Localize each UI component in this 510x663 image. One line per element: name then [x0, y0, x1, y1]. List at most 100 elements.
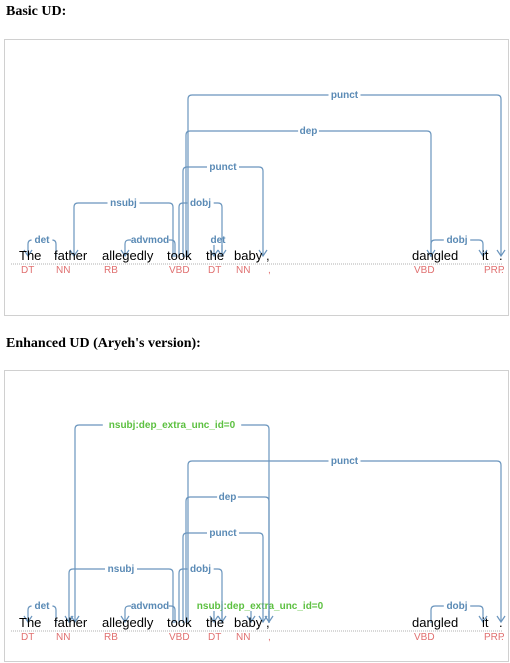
token-word: father [54, 248, 88, 263]
token-word: The [19, 615, 41, 630]
token-pos-tag: RB [104, 632, 118, 643]
arc-label-bg [187, 197, 214, 208]
arc-label-bg [131, 600, 169, 611]
arc-label-bg [31, 234, 53, 245]
arc-label-bg [207, 527, 239, 538]
arc-label: nsubj:dep_extra_unc_id=0 [109, 420, 236, 431]
arc-label: punct [209, 528, 237, 539]
arc-label: advmod [131, 601, 169, 612]
arc-label: dobj [190, 564, 211, 575]
arc-path [187, 94, 502, 257]
token-word: dangled [412, 615, 458, 630]
dependency-arc: advmod [120, 600, 176, 624]
token-word: , [266, 248, 270, 263]
arc-label-bg [443, 600, 471, 611]
arc-arrowhead-icon [246, 615, 256, 624]
arc-arrowhead-icon [23, 615, 33, 624]
arc-arrowhead-icon [217, 249, 227, 258]
arc-arrowhead-icon [70, 615, 80, 624]
dependency-arc: det [23, 600, 57, 624]
arc-label: punct [331, 90, 359, 101]
token-word: , [266, 615, 270, 630]
arc-label-bg [328, 89, 361, 100]
arc-arrowhead-icon [258, 249, 268, 258]
dependency-arc: nsubj [69, 197, 174, 258]
arc-label-bg [31, 600, 53, 611]
dependency-arc: punct [187, 455, 506, 624]
token-word: baby [234, 248, 263, 263]
arc-label: nsubj:dep_extra_unc_id=0 [197, 601, 324, 612]
token-pos-tag: , [268, 632, 271, 643]
token-word: it [482, 248, 489, 263]
token-word: took [167, 248, 192, 263]
arc-label: dep [219, 492, 237, 503]
token-word: The [19, 248, 41, 263]
arc-label: nsubj [110, 198, 137, 209]
dependency-arc: det [23, 234, 57, 258]
arc-label-bg [217, 491, 238, 502]
dependency-arc: dobj [178, 197, 227, 258]
token-word: it [482, 615, 489, 630]
arc-label-bg [207, 161, 239, 172]
token-pos-tag: NN [56, 265, 70, 276]
dependency-arc: punct [182, 161, 268, 258]
enhanced-ud-panel: detadvmoddetnsubj:dep_extra_unc_id=0dobj… [4, 370, 509, 662]
arc-label-bg [443, 234, 471, 245]
token-pos-tag: NN [56, 632, 70, 643]
arc-label-bg [190, 600, 330, 611]
basic-ud-heading: Basic UD: [6, 4, 67, 19]
token-pos-tag: VBD [169, 265, 190, 276]
token-pos-tag: DT [21, 265, 34, 276]
token-word: baby [234, 615, 263, 630]
arc-label: det [35, 235, 51, 246]
token-word: allegedly [102, 615, 154, 630]
arc-label: punct [331, 456, 359, 467]
dependency-arc: advmod [120, 234, 176, 258]
arc-label-bg [102, 419, 242, 430]
basic-ud-panel: det advmod det dobj nsubj dobj punct dep punct Th… [4, 39, 509, 316]
arc-label: det [211, 235, 227, 246]
arc-arrowhead-icon [120, 615, 130, 624]
token-word: dangled [412, 248, 458, 263]
arc-label-bg [107, 197, 140, 208]
arc-label-bg [105, 563, 137, 574]
arc-path [187, 460, 502, 623]
token-pos-tag: DT [208, 632, 221, 643]
arc-label-bg [131, 234, 169, 245]
basic-ud-dependency-graph: det advmod det dobj nsubj dobj punct dep punct Th… [11, 89, 506, 276]
token-pos-tag: VBD [169, 632, 190, 643]
dependency-arc: dep [185, 125, 436, 258]
token-pos-tag: VBD [414, 265, 435, 276]
enhanced-ud-heading: Enhanced UD (Aryeh's version): [6, 336, 201, 351]
token-pos-tag: VBD [414, 632, 435, 643]
token-pos-tag: DT [21, 632, 34, 643]
token-pos-tag: , [268, 265, 271, 276]
arc-label-bg [298, 125, 319, 136]
dependency-arc: nsubj:dep_extra_unc_id=0 [70, 419, 270, 624]
token-word: the [206, 248, 224, 263]
arc-label: dobj [446, 601, 467, 612]
arc-arrowhead-icon [496, 615, 506, 624]
arc-label: advmod [131, 235, 169, 246]
dependency-arc: dobj [430, 600, 488, 624]
token-pos-tag: NN [236, 632, 250, 643]
token-word: . [499, 248, 503, 263]
token-pos-tag: NN [236, 265, 250, 276]
arc-label-bg [187, 563, 214, 574]
arc-arrowhead-icon [209, 615, 219, 624]
token-word: took [167, 615, 192, 630]
arc-path [74, 424, 270, 623]
arc-arrowhead-icon [426, 249, 436, 258]
token-word: the [206, 615, 224, 630]
arc-label: det [35, 601, 51, 612]
token-pos-tag: DT [208, 265, 221, 276]
dependency-arc: punct [187, 89, 506, 258]
arc-arrowhead-icon [217, 615, 227, 624]
token-pos-tag: PRP [484, 632, 505, 643]
arc-label: punct [209, 162, 237, 173]
arc-arrowhead-icon [120, 249, 130, 258]
token-word: allegedly [102, 248, 154, 263]
arc-arrowhead-icon [209, 249, 219, 258]
token-pos-tag: . [501, 632, 504, 643]
token-pos-tag: . [501, 265, 504, 276]
